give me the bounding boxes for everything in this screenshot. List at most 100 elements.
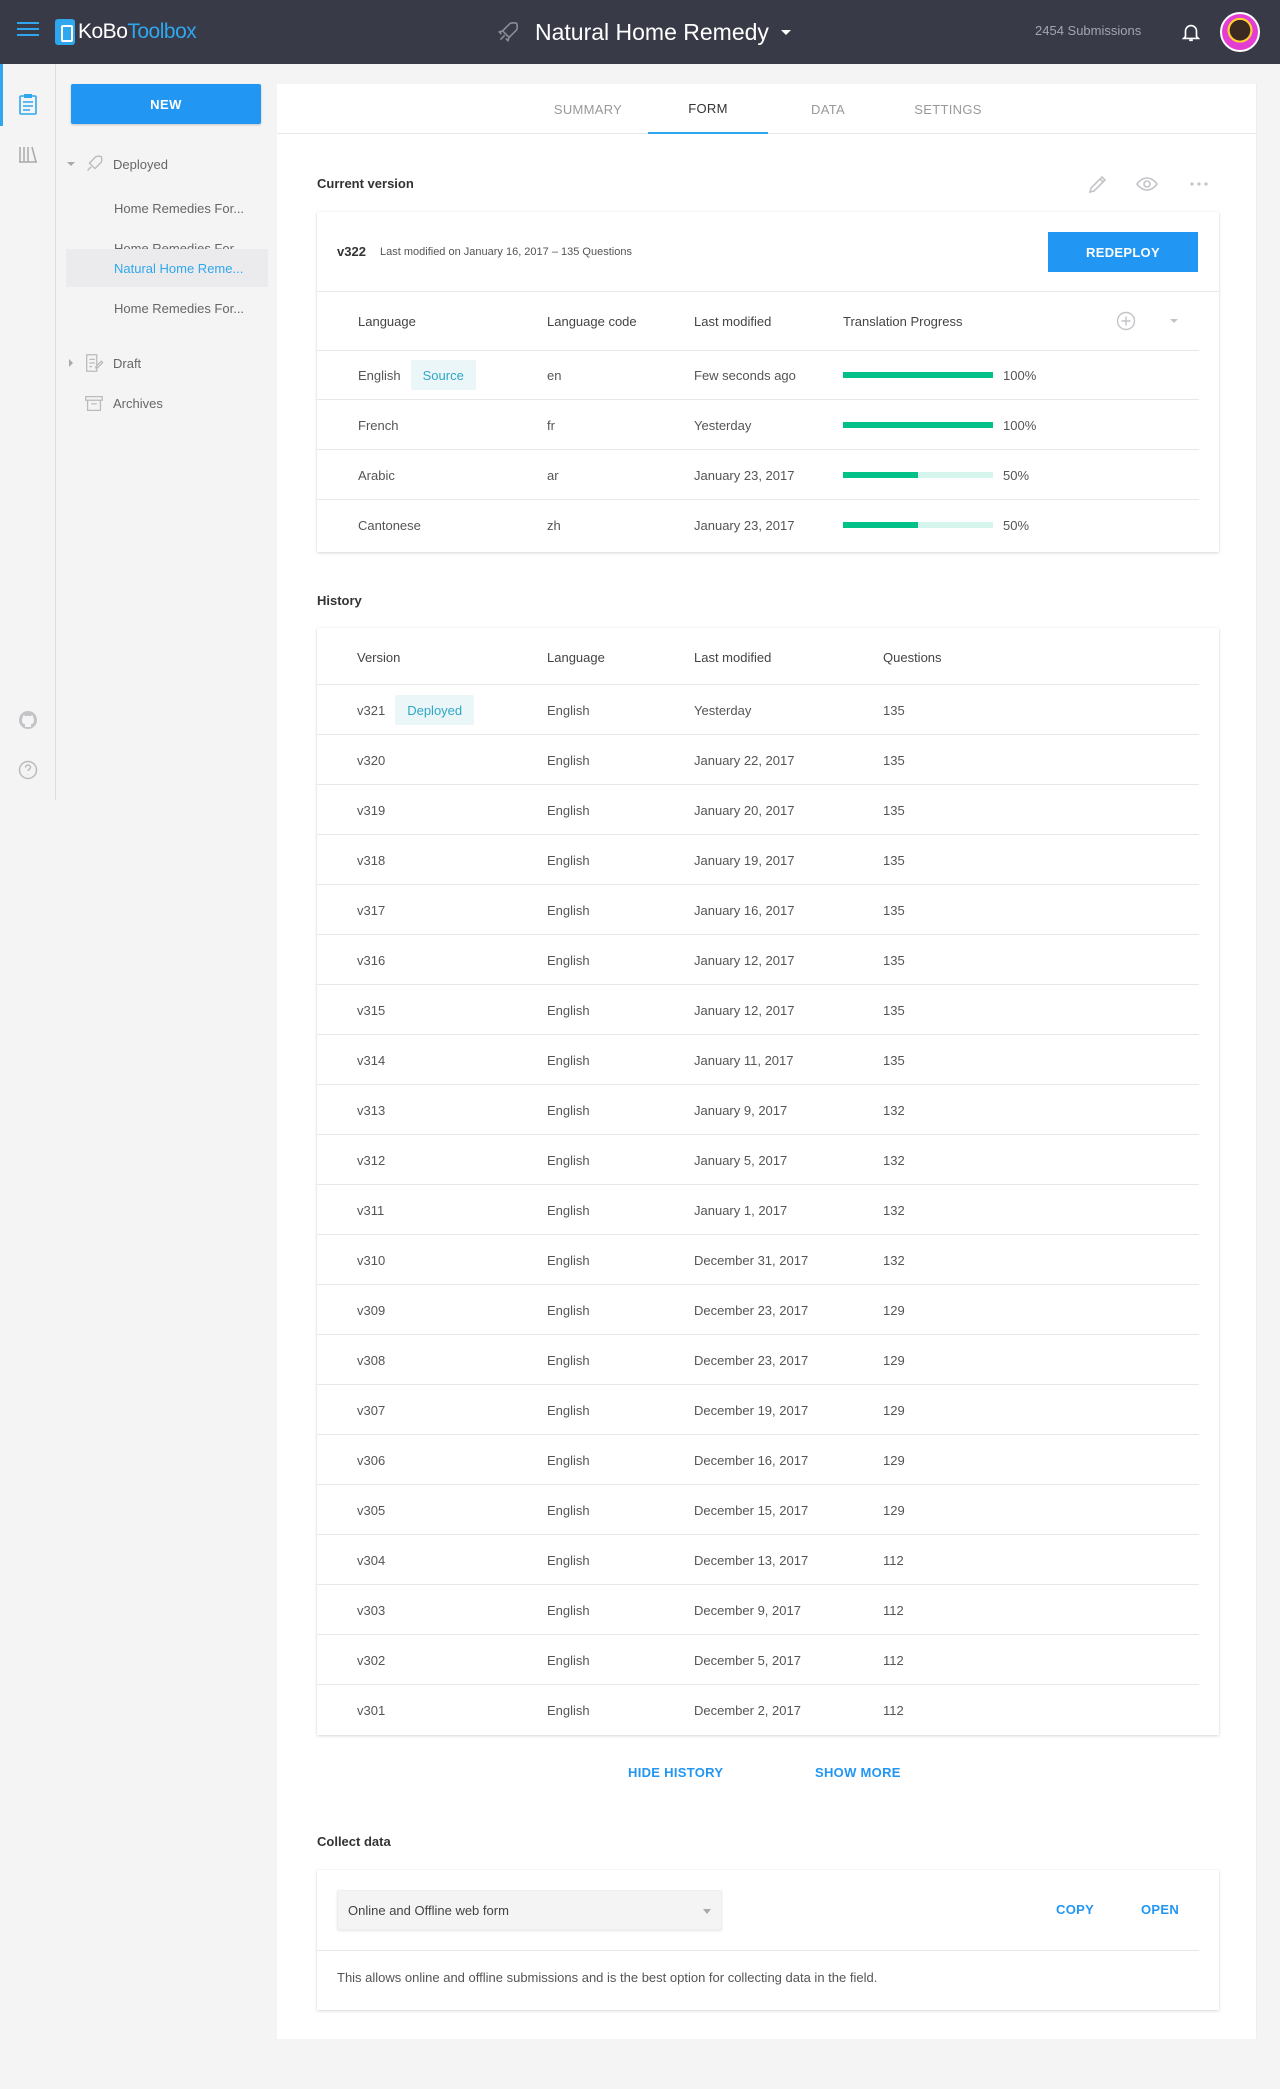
history-row[interactable]: v305 English December 15, 2017 129	[317, 1485, 1219, 1535]
copy-link-button[interactable]: COPY	[1056, 1902, 1095, 1917]
progress-label: 50%	[1003, 467, 1030, 483]
questions-cell: 132	[883, 1102, 905, 1118]
version-number: v306	[357, 1452, 386, 1468]
translation-progress-fill	[843, 472, 918, 478]
rail-library-button[interactable]	[0, 132, 56, 176]
languages-table-header: Language Language code Last modified Tra…	[317, 292, 1219, 350]
questions-cell: 129	[883, 1452, 905, 1468]
questions-cell: 129	[883, 1302, 905, 1318]
version-cell: v316	[357, 935, 385, 985]
language-row[interactable]: French fr Yesterday 100%	[317, 400, 1219, 450]
sidebar-item-project[interactable]: Home Remedies For...	[114, 200, 245, 216]
redeploy-button[interactable]: REDEPLOY	[1048, 232, 1198, 272]
avatar[interactable]	[1220, 12, 1260, 52]
current-version-title: Current version	[317, 176, 414, 191]
new-button[interactable]: NEW	[71, 84, 261, 124]
history-row[interactable]: v314 English January 11, 2017 135	[317, 1035, 1219, 1085]
history-row[interactable]: v312 English January 5, 2017 132	[317, 1135, 1219, 1185]
history-row[interactable]: v308 English December 23, 2017 129	[317, 1335, 1219, 1385]
language-row[interactable]: English Source en Few seconds ago 100%	[317, 350, 1219, 400]
last-modified-cell: December 2, 2017	[694, 1702, 801, 1718]
history-row[interactable]: v301 English December 2, 2017 112	[317, 1685, 1219, 1735]
translation-progress-fill	[843, 372, 993, 378]
language-name-cell: Cantonese	[358, 500, 421, 550]
history-row[interactable]: v315 English January 12, 2017 135	[317, 985, 1219, 1035]
sidebar-group-deployed[interactable]: Deployed	[65, 150, 168, 178]
language-cell: English	[547, 1402, 590, 1418]
language-row[interactable]: Cantonese zh January 23, 2017 50%	[317, 500, 1219, 550]
kobotoolbox-logo[interactable]: KoBoToolbox	[55, 18, 197, 46]
language-cell: English	[547, 1202, 590, 1218]
questions-cell: 132	[883, 1152, 905, 1168]
version-number: v318	[357, 852, 386, 868]
sidebar-group-archives[interactable]: Archives	[83, 389, 163, 417]
chevron-down-icon	[703, 1909, 711, 1914]
history-row[interactable]: v309 English December 23, 2017 129	[317, 1285, 1219, 1335]
questions-cell: 112	[883, 1652, 904, 1668]
caret-right-icon	[69, 359, 73, 367]
more-options-icon[interactable]	[1187, 172, 1211, 196]
history-row[interactable]: v303 English December 9, 2017 112	[317, 1585, 1219, 1635]
rail-help-button[interactable]	[0, 748, 56, 792]
tab-summary[interactable]: SUMMARY	[553, 101, 623, 117]
history-row[interactable]: v304 English December 13, 2017 112	[317, 1535, 1219, 1585]
tab-form[interactable]: FORM	[648, 84, 768, 134]
source-badge: Source	[410, 360, 476, 390]
open-link-button[interactable]: OPEN	[1141, 1902, 1180, 1917]
language-row[interactable]: Arabic ar January 23, 2017 50%	[317, 450, 1219, 500]
history-row[interactable]: v319 English January 20, 2017 135	[317, 785, 1219, 835]
version-number: v310	[357, 1252, 386, 1268]
history-row[interactable]: v307 English December 19, 2017 129	[317, 1385, 1219, 1435]
project-title-dropdown[interactable]: Natural Home Remedy	[495, 16, 791, 48]
sidebar-group-draft[interactable]: Draft	[65, 349, 141, 377]
history-row[interactable]: v316 English January 12, 2017 135	[317, 935, 1219, 985]
rail-forms-button[interactable]	[0, 82, 56, 126]
history-row[interactable]: v321 Deployed English Yesterday 135	[317, 685, 1219, 735]
language-cell: English	[547, 802, 590, 818]
history-row[interactable]: v311 English January 1, 2017 132	[317, 1185, 1219, 1235]
column-header-version: Version	[357, 649, 401, 665]
last-modified-cell: January 1, 2017	[694, 1202, 788, 1218]
chevron-down-icon[interactable]	[1169, 316, 1179, 326]
language-cell: English	[547, 1102, 590, 1118]
language-code-cell: fr	[547, 417, 555, 433]
version-meta: Last modified on January 16, 2017 – 135 …	[380, 246, 632, 258]
progress-cell: 50%	[843, 450, 1029, 500]
tab-data[interactable]: DATA	[811, 101, 845, 117]
history-row[interactable]: v302 English December 5, 2017 112	[317, 1635, 1219, 1685]
history-row[interactable]: v306 English December 16, 2017 129	[317, 1435, 1219, 1485]
version-cell: v309	[357, 1285, 385, 1335]
edit-pencil-icon[interactable]	[1086, 172, 1110, 196]
questions-cell: 129	[883, 1352, 905, 1368]
version-number: v316	[357, 952, 386, 968]
translation-progress-bar	[843, 522, 993, 528]
version-cell: v302	[357, 1635, 385, 1685]
preview-eye-icon[interactable]	[1135, 172, 1159, 196]
version-number: v313	[357, 1102, 386, 1118]
show-more-button[interactable]: SHOW MORE	[815, 1765, 901, 1780]
sidebar-item-project[interactable]: Home Remedies For...	[114, 300, 245, 316]
deployed-badge: Deployed	[395, 695, 475, 725]
version-number: v315	[357, 1002, 386, 1018]
history-row[interactable]: v313 English January 9, 2017 132	[317, 1085, 1219, 1135]
last-modified-cell: December 5, 2017	[694, 1652, 801, 1668]
collect-method-select[interactable]: Online and Offline web form	[337, 1890, 722, 1930]
last-modified-cell: January 5, 2017	[694, 1152, 788, 1168]
rail-github-button[interactable]	[0, 698, 56, 742]
version-cell: v313	[357, 1085, 385, 1135]
bell-icon[interactable]	[1180, 21, 1202, 43]
add-language-icon[interactable]	[1116, 311, 1136, 331]
history-row[interactable]: v310 English December 31, 2017 132	[317, 1235, 1219, 1285]
hide-history-button[interactable]: HIDE HISTORY	[628, 1765, 724, 1780]
sidebar-item-project-active[interactable]: Natural Home Reme...	[66, 249, 268, 287]
progress-label: 100%	[1003, 417, 1037, 433]
hamburger-menu-icon[interactable]	[17, 22, 39, 42]
last-modified-cell: January 19, 2017	[694, 852, 795, 868]
history-row[interactable]: v318 English January 19, 2017 135	[317, 835, 1219, 885]
history-row[interactable]: v317 English January 16, 2017 135	[317, 885, 1219, 935]
version-number: v314	[357, 1052, 386, 1068]
tab-settings[interactable]: SETTINGS	[914, 101, 982, 117]
main-panel: SUMMARY FORM DATA SETTINGS Current versi…	[277, 84, 1257, 2039]
history-row[interactable]: v320 English January 22, 2017 135	[317, 735, 1219, 785]
version-cell: v303	[357, 1585, 385, 1635]
